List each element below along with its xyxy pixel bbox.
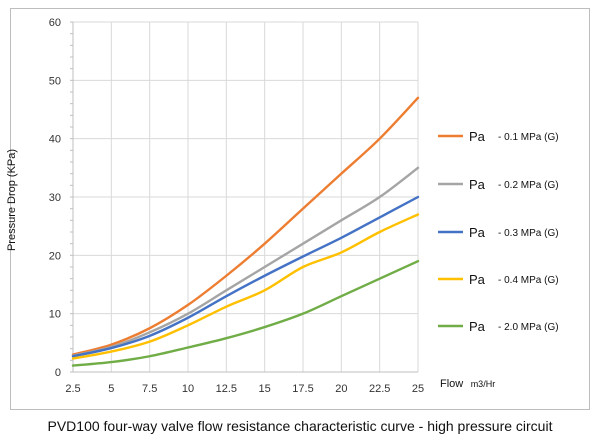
legend-series-name: Pa bbox=[469, 129, 486, 144]
grid-layer bbox=[72, 21, 419, 373]
legend-series-label: - 2.0 MPa (G) bbox=[498, 322, 559, 333]
legend-item: Pa - 0.2 MPa (G) bbox=[438, 177, 559, 192]
x-tick-label: 10 bbox=[182, 383, 194, 395]
series-line-0 bbox=[71, 96, 420, 356]
x-tick-label: 25 bbox=[412, 383, 424, 395]
legend-series-name: Pa bbox=[469, 177, 486, 192]
y-tick-label: 50 bbox=[49, 75, 61, 87]
x-tick-label: 20 bbox=[335, 383, 347, 395]
legend-item: Pa - 0.1 MPa (G) bbox=[438, 129, 559, 144]
y-tick-label: 0 bbox=[55, 367, 61, 379]
series-line-2 bbox=[71, 195, 420, 358]
series-line-1 bbox=[71, 166, 420, 357]
legend-series-name: Pa bbox=[469, 272, 486, 287]
series-line-3 bbox=[71, 213, 420, 360]
x-axis-title-text: Flow bbox=[440, 378, 463, 390]
chart-frame bbox=[10, 8, 590, 410]
series-line-4 bbox=[71, 259, 420, 367]
legend-series-name: Pa bbox=[469, 225, 486, 240]
chart-caption: PVD100 four-way valve flow resistance ch… bbox=[47, 418, 553, 434]
legend-layer: Pa - 0.1 MPa (G) Pa - 0.2 MPa (G) Pa - 0.3 MP… bbox=[438, 129, 559, 334]
x-tick-label: 2.5 bbox=[65, 383, 80, 395]
y-tick-label: 60 bbox=[49, 17, 61, 29]
y-tick-label: 40 bbox=[49, 134, 61, 146]
legend-item: Pa - 0.4 MPa (G) bbox=[438, 272, 559, 287]
x-tick-label: 5 bbox=[108, 383, 114, 395]
legend-item: Pa - 0.3 MPa (G) bbox=[438, 225, 559, 240]
legend-series-name: Pa bbox=[469, 319, 486, 334]
y-axis-title: Pressure Drop (KPa) bbox=[6, 149, 18, 251]
y-tick-label: 30 bbox=[49, 192, 61, 204]
x-axis-unit-text: m3/Hr bbox=[471, 379, 496, 389]
x-tick-label: 15 bbox=[259, 383, 271, 395]
y-tick-label: 10 bbox=[49, 309, 61, 321]
legend-item: Pa - 2.0 MPa (G) bbox=[438, 319, 559, 334]
legend-series-label: - 0.3 MPa (G) bbox=[498, 228, 559, 239]
legend-series-label: - 0.2 MPa (G) bbox=[498, 180, 559, 191]
x-tick-label: 22.5 bbox=[369, 383, 390, 395]
y-tick-label: 20 bbox=[49, 250, 61, 262]
x-tick-label: 17.5 bbox=[292, 383, 313, 395]
series-layer bbox=[71, 96, 420, 367]
legend-series-label: - 0.4 MPa (G) bbox=[498, 275, 559, 286]
x-tick-label: 12.5 bbox=[216, 383, 237, 395]
axis-layer: 2.5 5 7.5 10 12.5 15 17.5 20 22.5 25 0 10 20 30 40 50 60 bbox=[49, 17, 424, 395]
x-axis-title: Flow m3/Hr bbox=[440, 374, 495, 391]
legend-series-label: - 0.1 MPa (G) bbox=[498, 132, 559, 143]
x-tick-label: 7.5 bbox=[142, 383, 157, 395]
